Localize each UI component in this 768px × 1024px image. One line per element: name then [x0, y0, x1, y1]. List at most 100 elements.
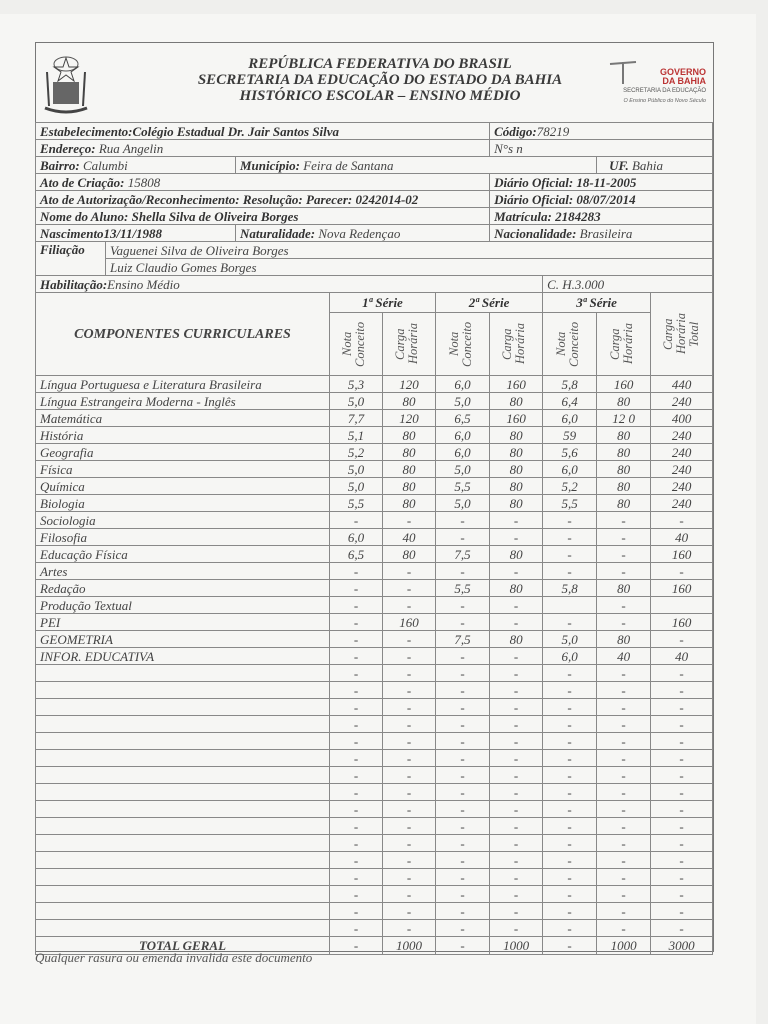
grade-cell: 80 — [596, 426, 652, 444]
naturalidade-value: Nova Redençao — [318, 225, 401, 241]
subheader-cell: Carga Horária — [596, 312, 652, 376]
grade-cell: - — [434, 885, 491, 903]
empty-row: ------- — [35, 902, 714, 920]
grade-cell: 5,0 — [329, 392, 383, 410]
grade-cell: - — [489, 613, 544, 631]
grade-cell: 40 — [650, 528, 714, 546]
grade-cell: 240 — [650, 460, 714, 478]
grade-cell: 80 — [382, 460, 436, 478]
subject-name — [35, 817, 330, 835]
grade-cell: - — [596, 851, 652, 869]
empty-row: ------- — [35, 783, 714, 801]
subject-row: Produção Textual - - - - - — [35, 596, 714, 614]
grade-cell: - — [329, 919, 383, 937]
grade-cell: - — [434, 613, 491, 631]
subject-name — [35, 664, 330, 682]
subheader-row: Nota Conceito Carga Horária Nota Conceito C… — [36, 312, 713, 376]
empty-row: ------- — [35, 766, 714, 784]
grade-cell: - — [489, 766, 544, 784]
grade-cell: - — [542, 851, 598, 869]
subheader-nota-conceito: Nota Conceito — [553, 321, 581, 367]
title-line-3: HISTÓRICO ESCOLAR – ENSINO MÉDIO — [239, 88, 521, 104]
grade-cell: - — [434, 681, 491, 699]
grade-cell: 80 — [382, 545, 436, 563]
grade-cell: - — [650, 783, 714, 801]
grade-cell: - — [382, 902, 436, 920]
habilitacao-value: Ensino Médio — [107, 276, 180, 292]
label: UF. — [609, 157, 629, 173]
grade-cell: - — [382, 698, 436, 716]
subject-row: Biologia 5,5 80 5,0 80 5,5 80 240 — [35, 494, 714, 512]
subject-name — [35, 851, 330, 869]
grade-cell: - — [650, 681, 714, 699]
subject-name — [35, 834, 330, 852]
grade-cell: - — [434, 766, 491, 784]
grade-cell: - — [489, 511, 544, 529]
ato-criacao-value: 15808 — [127, 174, 161, 190]
subject-name — [35, 885, 330, 903]
subject-name: Produção Textual — [35, 596, 330, 614]
info-row-nascimento: Nascimento13/11/1988 Naturalidade: Nova … — [35, 224, 714, 242]
grade-cell: - — [489, 783, 544, 801]
grade-cell: 80 — [596, 460, 652, 478]
grade-cell: - — [382, 851, 436, 869]
empty-row: ------- — [35, 817, 714, 835]
grade-cell: - — [542, 562, 598, 580]
empty-row: ------- — [35, 698, 714, 716]
label: Habilitação: — [40, 276, 108, 292]
subject-row: Artes - - - - - - - — [35, 562, 714, 580]
grade-cell: 240 — [650, 392, 714, 410]
grade-cell: - — [489, 562, 544, 580]
grade-cell: - — [650, 630, 714, 648]
logo-figure-icon — [609, 61, 637, 84]
grade-cell: 7,5 — [434, 630, 491, 648]
grade-cell: - — [489, 647, 544, 665]
grade-cell: 5,5 — [329, 494, 383, 512]
grade-cell: 6,5 — [434, 409, 491, 427]
aluno-value: Nome do Aluno: Shella Silva de Oliveira … — [40, 208, 299, 224]
grade-cell: - — [489, 749, 544, 767]
subject-name: Sociologia — [35, 511, 330, 529]
grade-cell: 80 — [596, 477, 652, 495]
info-row-filiacao-2: Luiz Claudio Gomes Borges — [36, 258, 714, 276]
grade-cell: - — [542, 868, 598, 886]
grade-cell: 80 — [596, 494, 652, 512]
logo-text: GOVERNO DA BAHIA — [659, 67, 706, 86]
grade-cell: 6,4 — [542, 392, 598, 410]
grade-cell: 240 — [650, 443, 714, 461]
grade-cell: - — [329, 885, 383, 903]
subject-name: Artes — [35, 562, 330, 580]
grade-cell: - — [329, 596, 383, 614]
info-row-habilitacao: Habilitação:Ensino Médio C. H.3.000 — [34, 275, 714, 293]
grade-cell: - — [434, 715, 491, 733]
grade-cell: - — [650, 817, 714, 835]
grade-cell: - — [650, 902, 714, 920]
grade-cell: - — [596, 868, 652, 886]
grade-cell: 80 — [489, 443, 544, 461]
info-row-ato-criacao: Ato de Criação: 15808 Diário Oficial: 18… — [34, 173, 714, 191]
grade-cell: - — [596, 800, 652, 818]
info-row-bairro: Bairro: Calumbi Município: Feira de Sant… — [35, 156, 714, 174]
grade-cell: - — [434, 936, 491, 955]
grade-cell: - — [650, 885, 714, 903]
grade-cell: - — [596, 511, 652, 529]
grade-cell: 6,0 — [434, 426, 491, 444]
subheader-nota-conceito: Nota Conceito — [446, 321, 474, 367]
grade-cell: - — [542, 800, 598, 818]
subject-name: Biologia — [35, 494, 330, 512]
empty-row: ------- — [35, 800, 714, 818]
grade-cell: - — [329, 511, 383, 529]
grade-cell: - — [382, 562, 436, 580]
grade-cell: - — [382, 681, 436, 699]
grade-cell: - — [382, 596, 436, 614]
logo-slogan: O Ensino Público do Novo Século — [623, 98, 706, 104]
grade-cell: 5,0 — [434, 460, 491, 478]
grade-cell: 1000 — [596, 936, 652, 955]
info-row-estabelecimento: Estabelecimento:Colégio Estadual Dr. Jai… — [34, 122, 714, 140]
grade-cell: - — [434, 528, 491, 546]
grade-cell: - — [382, 919, 436, 937]
empty-row: ------- — [35, 664, 714, 682]
grade-cell: - — [596, 817, 652, 835]
grade-cell: 80 — [489, 579, 544, 597]
grade-cell: - — [542, 681, 598, 699]
